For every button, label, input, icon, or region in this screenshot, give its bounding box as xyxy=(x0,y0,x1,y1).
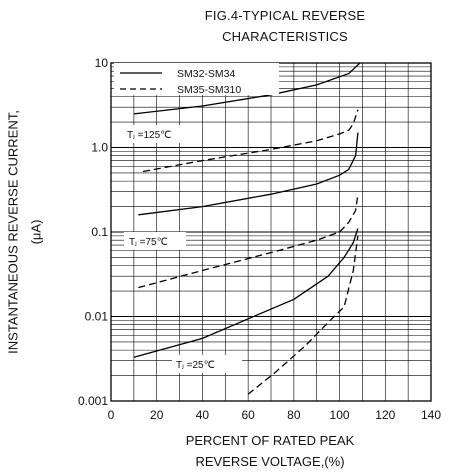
curve-sm35-sm310-tj-25 xyxy=(247,235,359,395)
x-tick-label: 40 xyxy=(196,408,210,422)
chart-subtitle: CHARACTERISTICS xyxy=(222,29,348,44)
annotation-tj-125: Tⱼ =125℃ xyxy=(127,130,171,141)
x-tick-label: 80 xyxy=(287,408,301,422)
curve-sm32-sm34-tj-75 xyxy=(138,132,359,216)
legend-background xyxy=(114,63,279,95)
annotation-background-25 xyxy=(172,355,242,373)
y-tick-label: 0.01 xyxy=(85,310,109,324)
y-tick-label: 1.0 xyxy=(91,141,108,155)
x-axis-label: PERCENT OF RATED PEAK xyxy=(185,433,355,448)
annotation-background-125 xyxy=(124,125,180,143)
legend-label-sm32-sm34: SM32-SM34 xyxy=(177,68,236,80)
x-tick-label: 20 xyxy=(150,408,164,422)
x-tick-label: 0 xyxy=(108,408,115,422)
curve-sm32-sm34-tj-25 xyxy=(133,228,359,358)
legend: SM32-SM34 SM35-SM310 xyxy=(114,63,279,96)
y-tick-label: 10 xyxy=(95,56,109,70)
annotation-background-75 xyxy=(124,232,186,250)
y-tick-label: 0.1 xyxy=(91,225,108,239)
curve-sm35-sm310-tj-125 xyxy=(142,109,359,173)
curve-sm32-sm34-tj-125 xyxy=(133,62,361,115)
x-tick-label: 120 xyxy=(375,408,395,422)
curve-sm35-sm310-tj-75 xyxy=(138,194,359,289)
grid xyxy=(111,63,431,401)
x-tick-label: 60 xyxy=(241,408,255,422)
curves xyxy=(133,62,361,395)
chart-title: FIG.4-TYPICAL REVERSE xyxy=(204,8,366,23)
x-axis-unit-label: REVERSE VOLTAGE,(%) xyxy=(195,454,345,469)
y-tick-label: 0.001 xyxy=(78,394,108,408)
x-tick-label: 100 xyxy=(330,408,350,422)
legend-label-sm35-sm310: SM35-SM310 xyxy=(177,84,241,96)
annotation-tj-25: Tⱼ =25℃ xyxy=(176,360,215,371)
annotation-tj-75: Tⱼ =75℃ xyxy=(129,237,168,248)
x-tick-label: 140 xyxy=(421,408,441,422)
tick-labels: 0 20 40 60 80 100 120 140 0.001 0.01 0.1 1.0 10 xyxy=(78,56,441,422)
